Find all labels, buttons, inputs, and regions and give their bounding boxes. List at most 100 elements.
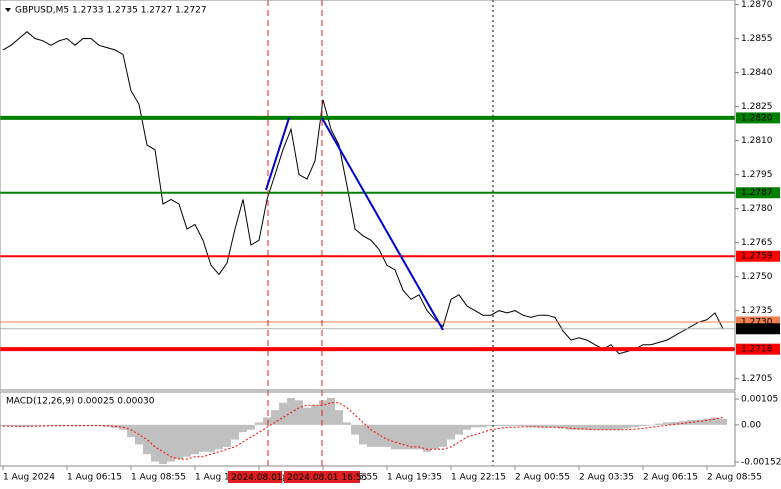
level-label-box [736,343,780,355]
histogram-bar [63,424,71,426]
histogram-bar [415,424,423,450]
histogram-bar [407,424,415,450]
time-label: 2024.08.01 [231,473,283,483]
y-tick-label: 0.00105 [741,395,778,405]
histogram-bar [623,424,631,429]
x-tick-label: 1 Aug 11:35 [195,473,250,483]
level-label: 1.2759 [741,252,773,262]
histogram-bar [383,424,391,447]
histogram-bar [559,424,567,429]
trend-line [265,117,290,191]
histogram-bar [519,424,527,427]
histogram-bar [287,397,295,425]
level-label: 1.2718 [741,345,773,355]
histogram-bar [255,422,263,425]
level-label: 1.2820 [741,113,773,123]
histogram-bar [399,424,407,450]
level-label-box [736,250,780,262]
y-tick-label: 1.2750 [741,272,773,282]
histogram-bar [327,397,335,425]
histogram-bar [159,424,167,465]
histogram-bar [215,424,223,450]
histogram-bar [7,424,15,427]
level-label: 1.2730 [741,317,773,327]
x-tick-label: 2 Aug 06:15 [643,473,698,483]
histogram-bar [631,424,639,428]
time-label-box [228,471,282,483]
histogram-bar [279,402,287,425]
time-axis: 1 Aug 2024 1 Aug 06:15 1 Aug 08:55 1 Aug 11… [2,466,762,483]
histogram-bar [615,424,623,430]
y-tick-label: 1.2780 [741,204,773,214]
histogram-bar [23,424,31,427]
x-tick-label: 1 Aug 06:15 [67,473,122,483]
histogram-bar [271,410,279,425]
y-tick-label: 1.2795 [741,170,773,180]
histogram-bar [535,424,543,428]
histogram-bar [199,424,207,452]
y-tick-label: 0.00 [741,420,761,430]
histogram-bar [423,424,431,452]
histogram-bar [583,424,591,430]
level-label-box [736,187,780,199]
x-tick-label: 1 Aug 22:15 [451,473,506,483]
histogram-bar [175,424,183,460]
histogram-bar [79,424,87,426]
histogram-bar [151,424,159,462]
macd-border [0,391,736,467]
chart-title: GBPUSD,M5 1.2733 1.2735 1.2727 1.2727 [15,6,207,16]
y-tick-label: 1.2765 [741,238,773,248]
x-tick-label: 2 Aug 00:55 [515,473,570,483]
histogram-bar [575,424,583,430]
histogram-bar [39,424,47,426]
histogram-bar [263,417,271,425]
histogram-bar [183,424,191,457]
histogram-bar [303,407,311,425]
level-label-box [736,323,780,335]
histogram-bar [247,424,255,430]
histogram-bar [207,424,215,452]
y-tick-label: 1.2840 [741,68,773,78]
histogram-bar [495,424,503,427]
histogram-bar [431,424,439,450]
histogram-bar [671,421,679,425]
price-panel: 1.2870 1.2855 1.2840 1.2825 1.2810 1.2795 1.27… [0,0,780,384]
histogram-bar [231,424,239,440]
histogram-bar [719,418,727,425]
histogram-bar [487,424,495,427]
signal-line [3,402,724,460]
histogram-bar [711,417,719,425]
histogram-bar [295,400,303,425]
menu-icon[interactable] [5,8,11,12]
y-tick-label: 1.2735 [741,306,773,316]
x-tick-label: 1 Aug 19:35 [387,473,442,483]
histogram-bar [343,422,351,425]
level-label-box [736,316,780,328]
y-tick-label: 1.2810 [741,136,773,146]
histogram-bar [359,424,367,445]
histogram-bar [567,424,575,430]
histogram-bar [439,424,447,447]
histogram-bar [695,419,703,425]
histogram-bar [639,424,647,427]
macd-title: MACD(12,26,9) 0.00025 0.00030 [6,397,155,407]
histogram-bar [471,424,479,428]
histogram-bar [599,424,607,430]
histogram-bar [447,424,455,440]
histogram-bar [143,424,151,455]
histogram-bar [239,424,247,433]
histogram-bar [0,424,7,427]
x-tick-label: 2 Aug 03:35 [579,473,634,483]
y-tick-label: 1.2705 [741,374,773,384]
histogram-bar [311,405,319,425]
histogram-bar [223,424,231,447]
histogram-bar [607,424,615,430]
histogram-bar [391,424,399,450]
time-label-box [284,471,360,483]
histogram-bar [127,424,135,438]
histogram-bar [703,418,711,425]
histogram-bar [663,422,671,425]
histogram-bar [543,424,551,428]
